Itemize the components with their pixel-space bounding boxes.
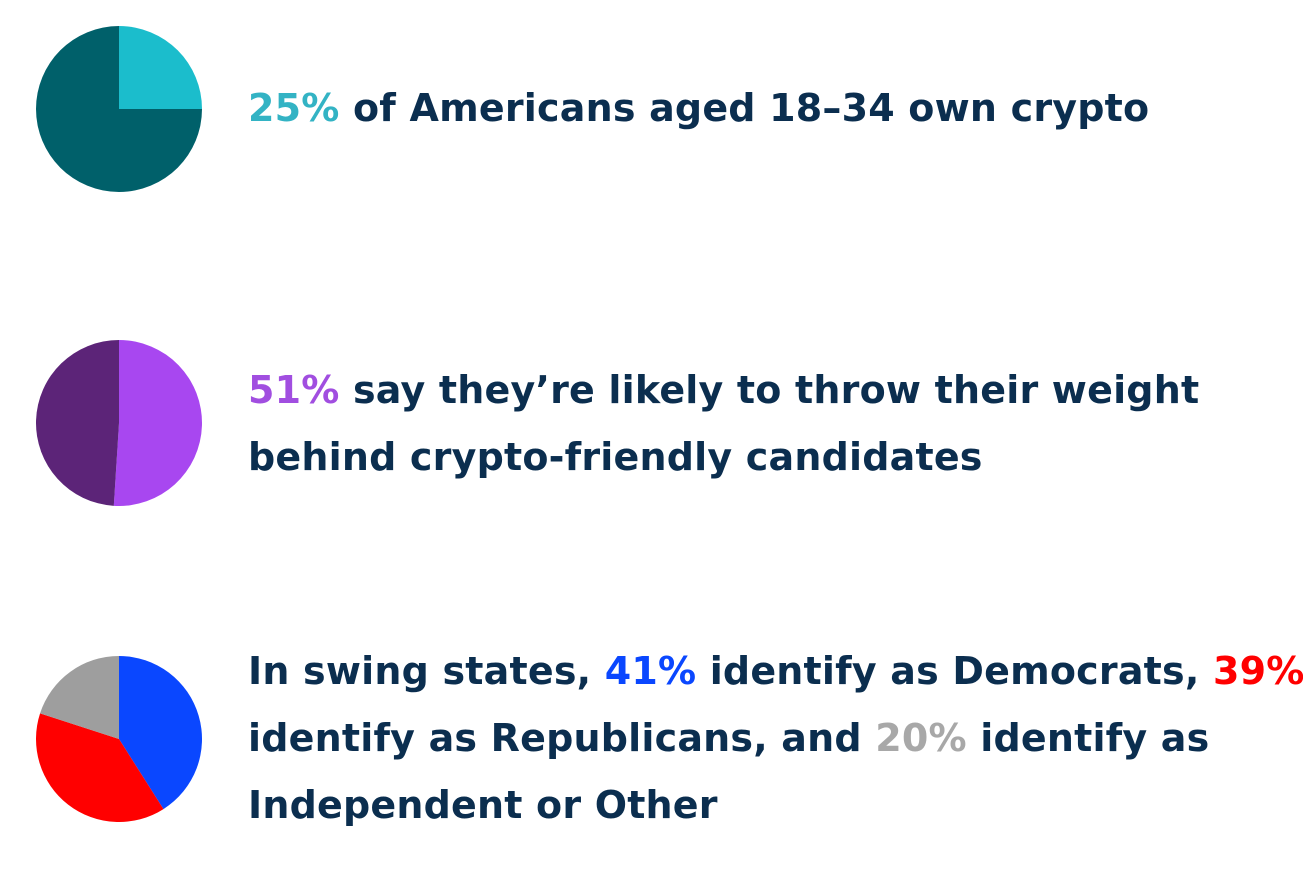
highlight-41-percent: 41% — [604, 649, 697, 693]
pie-chart-ownership — [36, 26, 202, 192]
statement-swing-line1-pre: In swing states, — [248, 649, 605, 693]
pie-2-slice-1 — [113, 340, 202, 506]
statement-swing-states: In swing states, 41% identify as Democra… — [248, 638, 1303, 839]
pie-chart-voting-intent — [36, 340, 202, 506]
highlight-25-percent: 25% — [248, 86, 340, 130]
pie-1-slice-2 — [36, 26, 202, 192]
statement-voting-line2: behind crypto-friendly candidates — [248, 435, 983, 479]
stat-row-voting-intent: 51% say they’re likely to throw their we… — [0, 340, 1303, 506]
statement-ownership-rest: of Americans aged 18–34 own crypto — [339, 86, 1150, 130]
statement-ownership: 25% of Americans aged 18–34 own crypto — [248, 75, 1149, 142]
highlight-20-percent: 20% — [875, 716, 967, 760]
statement-swing-line3: Independent or Other — [248, 783, 718, 827]
pie-2-slice-2 — [36, 340, 120, 506]
highlight-51-percent: 51% — [248, 368, 340, 412]
pie-chart-party-affiliation — [36, 656, 202, 822]
statement-swing-line2-post: identify as — [966, 716, 1210, 760]
statement-swing-line1-mid: identify as Democrats, — [696, 649, 1213, 693]
statement-swing-line2-pre: identify as Republicans, and — [248, 716, 876, 760]
pie-3-slice-1 — [119, 656, 202, 810]
statement-voting-intent: 51% say they’re likely to throw their we… — [248, 357, 1199, 491]
statement-voting-line1: say they’re likely to throw their weight — [339, 368, 1200, 412]
stat-row-crypto-ownership: 25% of Americans aged 18–34 own crypto — [0, 26, 1303, 192]
pie-1-slice-1 — [119, 26, 202, 109]
stat-row-swing-states: In swing states, 41% identify as Democra… — [0, 649, 1303, 827]
pie-3-slice-2 — [36, 713, 164, 822]
pie-3-slice-3 — [40, 656, 119, 739]
highlight-39-percent: 39% — [1212, 649, 1303, 693]
